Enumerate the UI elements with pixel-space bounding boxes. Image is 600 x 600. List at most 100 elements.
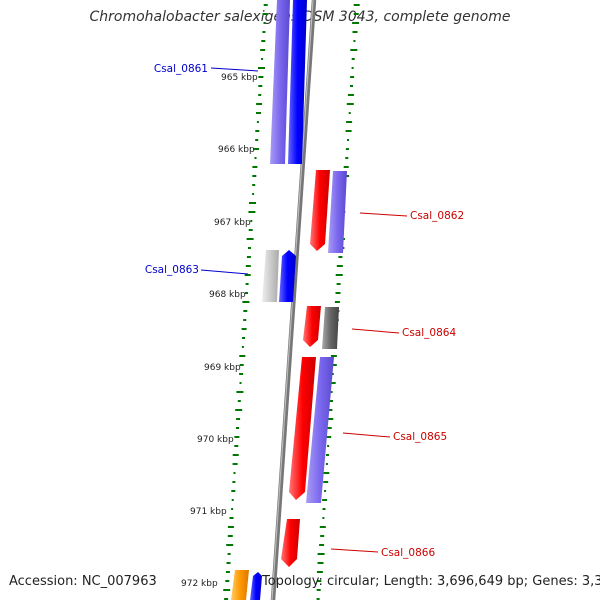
gene-label-csal-0864[interactable]: Csal_0864	[402, 327, 456, 339]
gc-dot	[234, 436, 240, 438]
gc-dot	[239, 364, 244, 366]
gc-dot	[330, 391, 333, 393]
gc-dot	[331, 373, 334, 375]
gene-csal-0861-orf[interactable]	[270, 0, 290, 164]
gc-dot	[234, 445, 239, 447]
gc-dot	[335, 292, 341, 294]
gene-csal-0863[interactable]	[279, 250, 296, 302]
gene-csal-0862[interactable]	[310, 170, 330, 251]
gc-dot	[316, 589, 321, 591]
gc-dot	[246, 238, 254, 240]
gc-dot	[241, 328, 247, 330]
gc-dot	[348, 112, 351, 114]
gc-dot	[345, 157, 349, 159]
gc-dot	[232, 463, 238, 465]
gc-dot	[327, 445, 330, 447]
gc-dot	[256, 103, 263, 105]
gc-dot	[351, 67, 354, 69]
gc-dot	[229, 517, 234, 519]
gc-dot	[225, 571, 230, 573]
leader-line-csal-0864	[351, 328, 400, 334]
gc-dot	[227, 553, 231, 555]
gc-dot	[350, 85, 353, 87]
ruler-tick-968: 968 kbp	[209, 290, 246, 300]
gene-csal-0863-orf[interactable]	[262, 250, 279, 302]
gc-dot	[249, 202, 256, 204]
gene-csal-0861[interactable]	[288, 0, 307, 164]
gc-dot	[255, 130, 260, 132]
gc-dot	[239, 382, 242, 384]
gene-csal-0865-orf[interactable]	[306, 357, 334, 503]
ruler-tick-969: 969 kbp	[204, 363, 241, 373]
gc-dot	[223, 589, 231, 591]
gc-dot	[347, 139, 349, 141]
gc-dot	[250, 220, 253, 222]
gc-dot	[236, 391, 244, 393]
gc-dot	[347, 94, 354, 96]
gene-label-csal-0863[interactable]: Csal_0863	[145, 264, 199, 276]
gene-csal-0867[interactable]	[250, 572, 262, 600]
gc-dot	[225, 580, 230, 582]
genome-backbone	[270, 0, 317, 600]
gc-dot	[231, 499, 234, 501]
gc-dot	[261, 58, 264, 60]
gc-dot	[253, 148, 260, 150]
gc-dot	[346, 103, 354, 105]
gene-csal-0866[interactable]	[281, 519, 300, 567]
gc-dot	[248, 247, 251, 249]
leader-line-csal-0865	[342, 432, 391, 438]
gc-dot	[232, 481, 236, 483]
gc-dot	[255, 139, 259, 141]
gc-dot	[261, 40, 266, 42]
gc-dot	[336, 283, 341, 285]
gene-label-csal-0866[interactable]: Csal_0866	[381, 547, 435, 559]
gc-dot	[232, 454, 239, 456]
gc-dot	[224, 598, 229, 600]
gc-dot	[252, 166, 258, 168]
gc-dot	[254, 157, 257, 159]
gc-dot	[323, 472, 330, 474]
gc-dot	[326, 418, 334, 420]
gc-dot	[352, 22, 360, 24]
gc-dot	[322, 508, 326, 510]
gene-label-csal-0861[interactable]: Csal_0861	[154, 63, 208, 75]
gc-dot	[343, 166, 349, 168]
gc-dot	[326, 436, 332, 438]
gene-csal-0862-orf[interactable]	[328, 171, 347, 253]
gene-csal-0865[interactable]	[289, 357, 316, 500]
gc-dot	[233, 472, 236, 474]
gc-dot	[345, 130, 352, 132]
gc-dot	[334, 301, 340, 303]
gc-dot	[350, 49, 358, 51]
gene-label-csal-0865[interactable]: Csal_0865	[393, 431, 447, 443]
gc-dot	[242, 301, 250, 303]
gc-dot	[317, 553, 325, 555]
genome-summary: Topology: circular; Length: 3,696,649 bp…	[262, 574, 600, 589]
gc-dot	[316, 571, 323, 573]
gc-track-left	[223, 4, 268, 600]
gc-dot	[316, 598, 320, 600]
gc-track-right	[316, 4, 360, 600]
accession-label: Accession: NC_007963	[9, 574, 157, 589]
ruler-tick-965: 965 kbp	[221, 73, 258, 83]
gc-dot	[239, 373, 244, 375]
gene-label-csal-0862[interactable]: Csal_0862	[410, 210, 464, 222]
ruler-tick-970: 970 kbp	[197, 435, 234, 445]
gc-dot	[328, 409, 333, 411]
gene-csal-0864[interactable]	[303, 306, 321, 347]
ruler-tick-967: 967 kbp	[214, 218, 251, 228]
gc-dot	[263, 4, 268, 6]
gene-csal-0864-orf[interactable]	[322, 307, 339, 349]
gc-dot	[353, 40, 356, 42]
gc-dot	[226, 562, 231, 564]
gc-dot	[353, 13, 359, 15]
gene-csal-0867-orf[interactable]	[231, 570, 249, 600]
gc-dot	[231, 490, 236, 492]
gc-dot	[239, 355, 246, 357]
ruler-tick-972: 972 kbp	[181, 579, 218, 589]
gc-dot	[256, 112, 261, 114]
gc-dot	[322, 517, 325, 519]
gc-dot	[243, 310, 248, 312]
gc-dot	[248, 211, 256, 213]
gc-dot	[320, 535, 325, 537]
